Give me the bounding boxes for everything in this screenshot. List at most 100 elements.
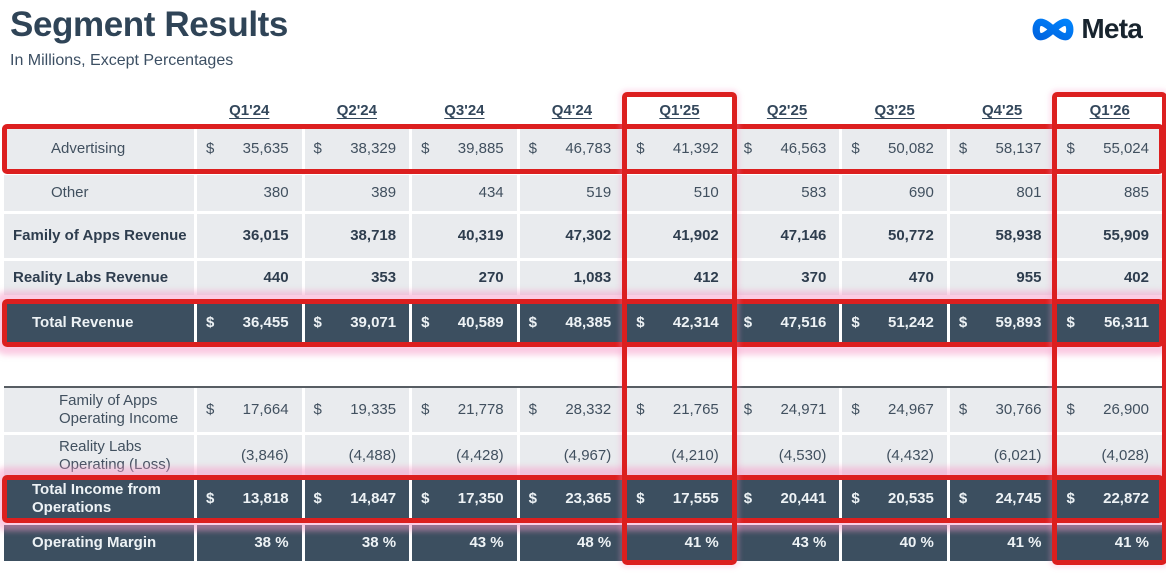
meta-infinity-icon	[1030, 15, 1076, 44]
cell-value: 48 %	[577, 534, 612, 551]
dollar-sign: $	[313, 140, 322, 157]
cell-total-income-q2-25: $20,441	[734, 479, 840, 518]
cell-total-income-q3-24: $17,350	[412, 479, 517, 518]
cell-advertising-q3-24: $39,885	[412, 128, 517, 169]
cell-value: 43 %	[469, 534, 504, 551]
cell-advertising-q1-25: $41,392	[627, 128, 732, 169]
cell-value: 56,311	[1103, 314, 1149, 331]
dollar-sign: $	[421, 140, 430, 157]
cell-foa-revenue-q3-24: 40,319	[412, 213, 517, 258]
cell-rl-op-loss-q3-24: (4,428)	[412, 434, 517, 477]
row-label-advertising: Advertising	[4, 128, 194, 169]
dollar-sign: $	[636, 401, 645, 418]
cell-value: (4,432)	[886, 447, 934, 464]
dollar-sign: $	[636, 490, 645, 507]
cell-value: 58,938	[995, 227, 1042, 244]
page-title: Segment Results	[10, 5, 288, 44]
row-label-text: Reality Labs Operating (Loss)	[59, 438, 171, 473]
cell-other-q4-25: 801	[949, 174, 1055, 211]
cell-total-revenue-q1-24: $36,455	[197, 303, 302, 342]
cell-value: 47,146	[780, 227, 827, 244]
cell-rl-op-loss-q1-24: (3,846)	[197, 434, 302, 477]
cell-rl-op-loss-q1-25: (4,210)	[627, 434, 732, 477]
dollar-sign: $	[528, 314, 537, 331]
quarter-header-label: Q2'25	[766, 102, 808, 119]
dollar-sign: $	[958, 314, 968, 331]
cell-advertising-q4-25: $58,137	[949, 128, 1055, 169]
table-row-foa-op-income: Family of Apps Operating Income $17,664 $1…	[4, 385, 1162, 432]
cell-value: 48,385	[565, 314, 612, 331]
cell-value: 36,455	[242, 314, 289, 331]
quarter-header-q4-25: Q4'25	[950, 96, 1055, 126]
quarter-header-label: Q4'24	[551, 102, 593, 119]
cell-total-revenue-q3-24: $40,589	[412, 303, 517, 342]
cell-rl-revenue-q2-24: 353	[304, 260, 410, 295]
dollar-sign: $	[958, 140, 968, 157]
cell-value: 24,967	[887, 401, 934, 418]
cell-foa-op-income-q1-24: $17,664	[197, 387, 302, 432]
cell-value: 41 %	[1007, 534, 1042, 551]
cell-rl-op-loss-q4-25: (6,021)	[949, 434, 1055, 477]
cell-value: 39,885	[457, 140, 504, 157]
cell-value: (4,028)	[1101, 447, 1149, 464]
table-row-rl-op-loss: Reality Labs Operating (Loss) (3,846) (4,4…	[4, 434, 1162, 477]
cell-value: 55,909	[1103, 227, 1149, 244]
dollar-sign: $	[851, 401, 860, 418]
dollar-sign: $	[743, 401, 753, 418]
cell-total-revenue-q1-26: $56,311	[1057, 303, 1162, 342]
table-row-rl-revenue: Reality Labs Revenue 440 353 270 1,083 412 370…	[4, 260, 1162, 295]
dollar-sign: $	[206, 140, 215, 157]
cell-value: 690	[908, 184, 934, 201]
cell-value: 22,872	[1103, 490, 1149, 507]
table-header-row: Q1'24 Q2'24 Q3'24 Q4'24 Q1'25 Q2'25 Q3'25 Q4'25…	[4, 96, 1162, 126]
quarter-header-q1-24: Q1'24	[197, 96, 302, 126]
cell-value: 59,893	[995, 314, 1042, 331]
dollar-sign: $	[206, 314, 215, 331]
dollar-sign: $	[743, 140, 753, 157]
dollar-sign: $	[421, 490, 430, 507]
quarter-header-label: Q1'26	[1089, 102, 1130, 119]
cell-value: (6,021)	[993, 447, 1042, 464]
cell-rl-op-loss-q1-26: (4,028)	[1057, 434, 1162, 477]
cell-value: 50,082	[887, 140, 934, 157]
cell-rl-op-loss-q2-24: (4,488)	[304, 434, 410, 477]
cell-advertising-q4-24: $46,783	[519, 128, 625, 169]
row-label-op-margin: Operating Margin	[4, 524, 194, 561]
cell-value: 41 %	[684, 534, 719, 551]
cell-value: 28,332	[565, 401, 612, 418]
cell-value: 270	[478, 269, 504, 286]
dollar-sign: $	[743, 314, 753, 331]
cell-rl-revenue-q3-25: 470	[842, 260, 947, 295]
cell-rl-revenue-q1-24: 440	[197, 260, 302, 295]
meta-logo: Meta	[1030, 13, 1143, 45]
cell-value: 47,516	[780, 314, 827, 331]
meta-logo-text: Meta	[1081, 13, 1142, 44]
row-label-total-income: Total Income from Operations	[4, 479, 194, 518]
cell-value: (4,210)	[671, 447, 719, 464]
quarter-header-label: Q2'24	[336, 102, 377, 119]
cell-value: 17,664	[242, 401, 289, 418]
quarter-header-q2-24: Q2'24	[305, 96, 410, 126]
cell-total-revenue-q4-24: $48,385	[519, 303, 625, 342]
dollar-sign: $	[958, 401, 968, 418]
cell-value: (4,967)	[563, 447, 612, 464]
cell-foa-revenue-q1-26: 55,909	[1057, 213, 1162, 258]
row-label-text: Family of Apps Operating Income	[59, 392, 179, 427]
dollar-sign: $	[313, 314, 322, 331]
quarter-header-q1-26: Q1'26	[1057, 96, 1162, 126]
cell-value: (3,846)	[241, 447, 289, 464]
table-row-total-income: Total Income from Operations $13,818 $14,8…	[4, 479, 1162, 518]
cell-rl-revenue-q4-25: 955	[949, 260, 1055, 295]
cell-other-q1-25: 510	[627, 174, 732, 211]
cell-value: 23,365	[565, 490, 612, 507]
cell-other-q4-24: 519	[519, 174, 625, 211]
cell-total-revenue-q2-24: $39,071	[304, 303, 410, 342]
cell-foa-op-income-q1-26: $26,900	[1057, 387, 1162, 432]
dollar-sign: $	[1066, 314, 1075, 331]
dollar-sign: $	[851, 490, 860, 507]
cell-value: 30,766	[995, 401, 1042, 418]
row-label-text: Other	[51, 183, 89, 201]
cell-advertising-q3-25: $50,082	[842, 128, 947, 169]
table-row-op-margin: Operating Margin 38 % 38 % 43 % 48 % 41 % 43 %…	[4, 524, 1162, 561]
